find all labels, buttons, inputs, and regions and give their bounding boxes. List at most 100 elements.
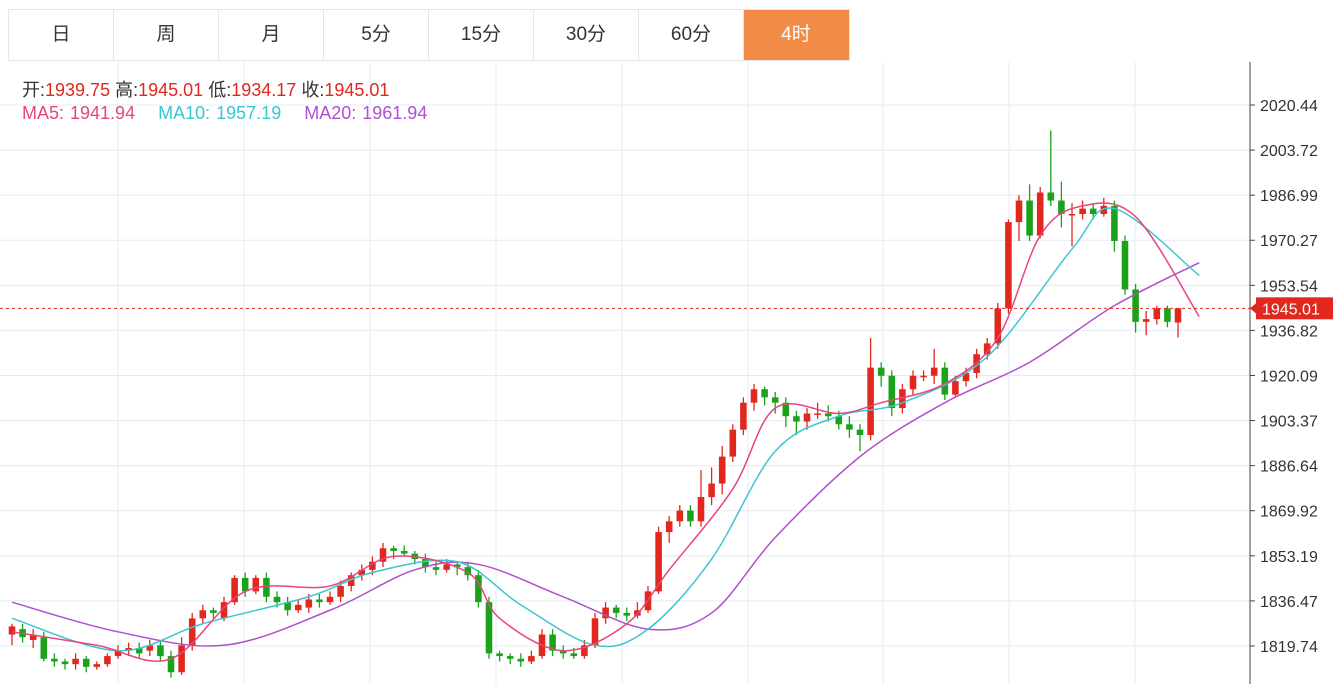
candle-body (1164, 308, 1171, 322)
candle-body (157, 645, 164, 657)
candlestick-chart[interactable]: 2020.44 2003.72 1986.99 1970.27 1953.54 1936.… (0, 62, 1333, 684)
candle-body (400, 550, 408, 554)
candle-body (771, 397, 779, 403)
high-label: 高: (115, 80, 139, 100)
candle-body (983, 343, 991, 355)
candle-body (1079, 208, 1086, 215)
ma20-label: MA20: (304, 103, 357, 123)
candle-body (909, 375, 917, 390)
candle-body (294, 604, 302, 611)
ma10-value: 1957.19 (216, 103, 282, 123)
candle-body (1089, 208, 1097, 215)
close-label: 收: (301, 80, 325, 100)
candle-body (72, 658, 79, 665)
y-tick-label: 1836.47 (1260, 594, 1318, 611)
tab-month[interactable]: 月 (219, 10, 324, 60)
candle-body (570, 653, 578, 657)
candle-body (379, 548, 387, 562)
candle-body (665, 521, 673, 533)
candle-body (687, 510, 694, 522)
y-tick-label: 1853.19 (1260, 549, 1318, 566)
candle-body (273, 596, 281, 603)
candle-body (93, 664, 101, 667)
candle-body (676, 510, 684, 522)
candle-body (581, 645, 588, 657)
candle-body (612, 607, 620, 613)
candle-body (718, 456, 726, 484)
tab-4hour[interactable]: 4时 (744, 10, 849, 60)
tab-week[interactable]: 周 (114, 10, 219, 60)
price-tag-arrow (1250, 302, 1257, 315)
y-tick-label: 2020.44 (1260, 98, 1318, 115)
candle-body (528, 656, 535, 662)
candle-body (930, 367, 938, 376)
candle-body (655, 532, 662, 592)
candle-body (1153, 308, 1161, 320)
candle-body (1015, 200, 1023, 223)
candle-body (750, 389, 758, 403)
candle-body (485, 602, 493, 654)
y-tick-label: 1819.74 (1260, 639, 1318, 656)
candle-body (506, 656, 514, 659)
y-tick-label: 1936.82 (1260, 323, 1318, 340)
tab-30min[interactable]: 30分 (534, 10, 639, 60)
candle-body (496, 653, 503, 657)
y-tick-label: 1953.54 (1260, 278, 1318, 295)
candle-body (61, 661, 69, 665)
y-tick-label: 2003.72 (1260, 143, 1318, 160)
candle-body (994, 308, 1002, 344)
ma10-line (11, 207, 1200, 652)
candle-body (220, 602, 228, 619)
candle-body (104, 656, 111, 665)
open-label: 开: (22, 80, 46, 100)
candle-body (920, 375, 927, 378)
candle-body (1058, 200, 1065, 215)
ma20-line (11, 262, 1200, 647)
candle-body (347, 575, 355, 586)
candle-body (432, 567, 440, 570)
candle-body (475, 575, 482, 603)
candle-body (602, 607, 609, 619)
candle-body (1068, 214, 1076, 216)
candle-body (803, 413, 811, 422)
candle-body (167, 656, 175, 673)
ohlc-readout: 开:1939.75 高:1945.01 低:1934.17 收:1945.01 (22, 76, 389, 102)
candle-body (146, 645, 154, 651)
ma20-value: 1961.94 (362, 103, 428, 123)
candle-body (1036, 192, 1044, 236)
candle-body (82, 658, 90, 667)
candle-body (210, 610, 217, 613)
candle-body (623, 612, 631, 616)
tab-5min[interactable]: 5分 (324, 10, 429, 60)
low-label: 低: (208, 80, 232, 100)
candle-body (814, 413, 821, 415)
candle-body (40, 637, 48, 659)
candle-body (125, 647, 132, 651)
candle-body (241, 577, 249, 592)
candle-body (326, 596, 334, 603)
candle-body (252, 577, 260, 592)
candle-body (740, 402, 747, 430)
chart-canvas: 2020.44 2003.72 1986.99 1970.27 1953.54 1936.… (0, 62, 1333, 684)
close-value: 1945.01 (324, 80, 390, 100)
candle-body (231, 577, 238, 603)
tab-15min[interactable]: 15分 (429, 10, 534, 60)
candle-body (51, 658, 58, 662)
tab-day[interactable]: 日 (9, 10, 114, 60)
candle-body (337, 585, 344, 597)
candle-body (199, 610, 207, 619)
candle-body (877, 367, 885, 376)
candle-body (358, 569, 366, 576)
candle-body (188, 618, 196, 646)
candle-body (1111, 205, 1118, 241)
open-value: 1939.75 (45, 80, 111, 100)
price-tag-bg (1256, 297, 1333, 320)
ma5-line (11, 202, 1200, 663)
candle-body (390, 548, 397, 551)
candle-body (761, 389, 768, 398)
y-tick-label: 1886.64 (1260, 459, 1318, 476)
candle-body (867, 367, 874, 436)
tab-60min[interactable]: 60分 (639, 10, 744, 60)
candle-body (1100, 205, 1108, 215)
candle-body (135, 647, 143, 654)
